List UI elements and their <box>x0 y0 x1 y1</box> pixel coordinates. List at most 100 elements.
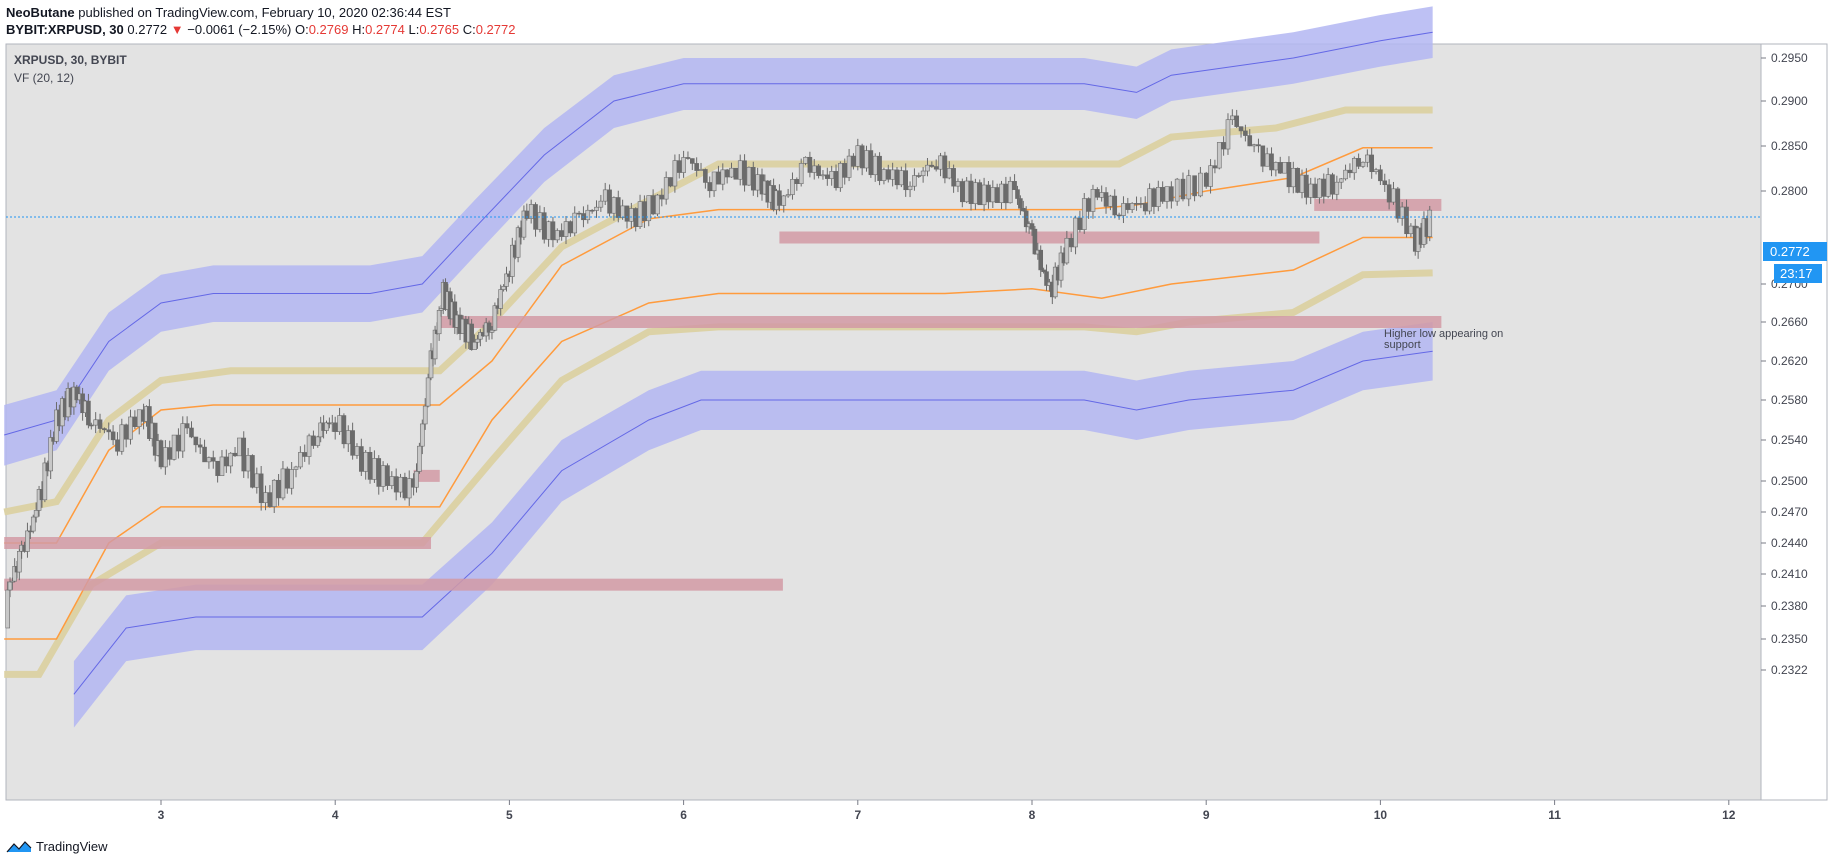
candle-body <box>417 445 422 472</box>
candle-body <box>367 451 373 480</box>
candle-body <box>1103 192 1109 207</box>
candle-body <box>406 478 412 499</box>
y-tick-label: 0.2900 <box>1771 94 1808 108</box>
candle-body <box>868 150 874 176</box>
y-tick-label: 0.2410 <box>1771 567 1808 581</box>
candle-body <box>110 431 116 441</box>
candle-body <box>315 436 321 446</box>
candle-body <box>716 171 721 185</box>
candle-body <box>245 455 251 472</box>
candle-body <box>241 437 247 472</box>
candle-body <box>1160 187 1165 202</box>
candle-body <box>942 155 948 179</box>
candle-body <box>668 177 673 187</box>
candle-body <box>611 197 617 214</box>
candle-body <box>1203 172 1209 187</box>
candle-body <box>425 377 431 407</box>
candle-body <box>341 415 347 445</box>
candle-body <box>337 415 342 432</box>
candle-body <box>280 468 286 499</box>
candle-body <box>607 189 612 214</box>
candle-body <box>1330 174 1335 195</box>
candle-body <box>829 171 834 179</box>
current-price-label: 0.2772 <box>1770 244 1810 259</box>
x-tick-label: 9 <box>1203 808 1210 822</box>
candle-body <box>877 155 882 181</box>
candle-body <box>1029 223 1035 230</box>
candle-body <box>1338 178 1344 183</box>
y-tick-label: 0.2620 <box>1771 354 1808 368</box>
candle-body <box>1378 169 1383 182</box>
candle-body <box>633 208 638 227</box>
candle-body <box>1212 165 1218 169</box>
x-tick-label: 6 <box>680 808 687 822</box>
candle-body <box>219 456 225 476</box>
y-tick-label: 0.2350 <box>1771 632 1808 646</box>
candle-body <box>920 170 926 177</box>
x-tick-label: 12 <box>1722 808 1736 822</box>
candle-body <box>1174 178 1180 202</box>
candle-body <box>1347 169 1353 174</box>
candle-body <box>1269 153 1274 171</box>
candle-body <box>737 160 743 180</box>
candle-body <box>803 156 808 164</box>
candle-body <box>1015 189 1020 199</box>
candle-body <box>1351 158 1357 174</box>
candle-body <box>510 244 515 277</box>
candle-body <box>1365 154 1370 163</box>
candle-body <box>1427 209 1433 237</box>
candle-body <box>585 209 591 221</box>
candle-body <box>276 479 281 499</box>
candle-body <box>1064 237 1070 264</box>
candle-body <box>912 175 917 187</box>
candle-body <box>1373 169 1379 173</box>
candle-body <box>698 169 704 171</box>
candle-body <box>1108 195 1113 207</box>
candle-body <box>469 323 474 350</box>
y-tick-label: 0.2500 <box>1771 474 1808 488</box>
close-label: C: <box>462 22 476 37</box>
price-axis[interactable] <box>1760 43 1828 801</box>
candle-body <box>1052 266 1058 298</box>
author-name[interactable]: NeoButane <box>6 5 75 20</box>
candle-body <box>859 145 865 169</box>
candle-body <box>250 455 255 488</box>
candle-body <box>615 197 621 218</box>
candle-body <box>894 169 900 186</box>
candle-body <box>232 452 238 457</box>
candle-body <box>1125 203 1131 210</box>
candle-body <box>1369 154 1374 173</box>
footer-brand[interactable]: TradingView <box>36 839 108 854</box>
candle-body <box>180 423 186 452</box>
candle-body <box>1186 175 1192 200</box>
candle-body <box>1225 119 1231 150</box>
candle-body <box>1291 167 1296 188</box>
candle-body <box>637 201 643 227</box>
candle-body <box>5 589 11 629</box>
candle-body <box>376 458 382 487</box>
candle-body <box>1095 189 1100 198</box>
vf-outer-line <box>4 31 1433 436</box>
x-tick-label: 4 <box>332 808 339 822</box>
open-value: 0.2769 <box>308 22 349 37</box>
x-tick-label: 11 <box>1548 808 1561 822</box>
candle-body <box>946 168 952 179</box>
support-zone <box>1314 198 1442 211</box>
candle-body <box>489 329 495 333</box>
candle-body <box>1230 115 1235 121</box>
candle-body <box>263 492 268 504</box>
candle-body <box>419 423 425 447</box>
candle-body <box>89 424 94 427</box>
candle-body <box>1308 183 1314 198</box>
candle-body <box>389 476 395 486</box>
published-text: published on TradingView.com, February 1… <box>78 5 451 20</box>
candle-body <box>128 416 133 440</box>
high-value: 0.2774 <box>365 22 405 37</box>
candle-body <box>258 473 264 504</box>
candle-body <box>790 179 795 195</box>
price-chart[interactable]: 0.29500.29000.28500.28000.27000.26600.26… <box>0 0 1828 835</box>
candle-body <box>537 212 543 230</box>
candle-body <box>1234 115 1239 127</box>
candle-body <box>994 187 1000 203</box>
candle-body <box>1032 228 1038 255</box>
